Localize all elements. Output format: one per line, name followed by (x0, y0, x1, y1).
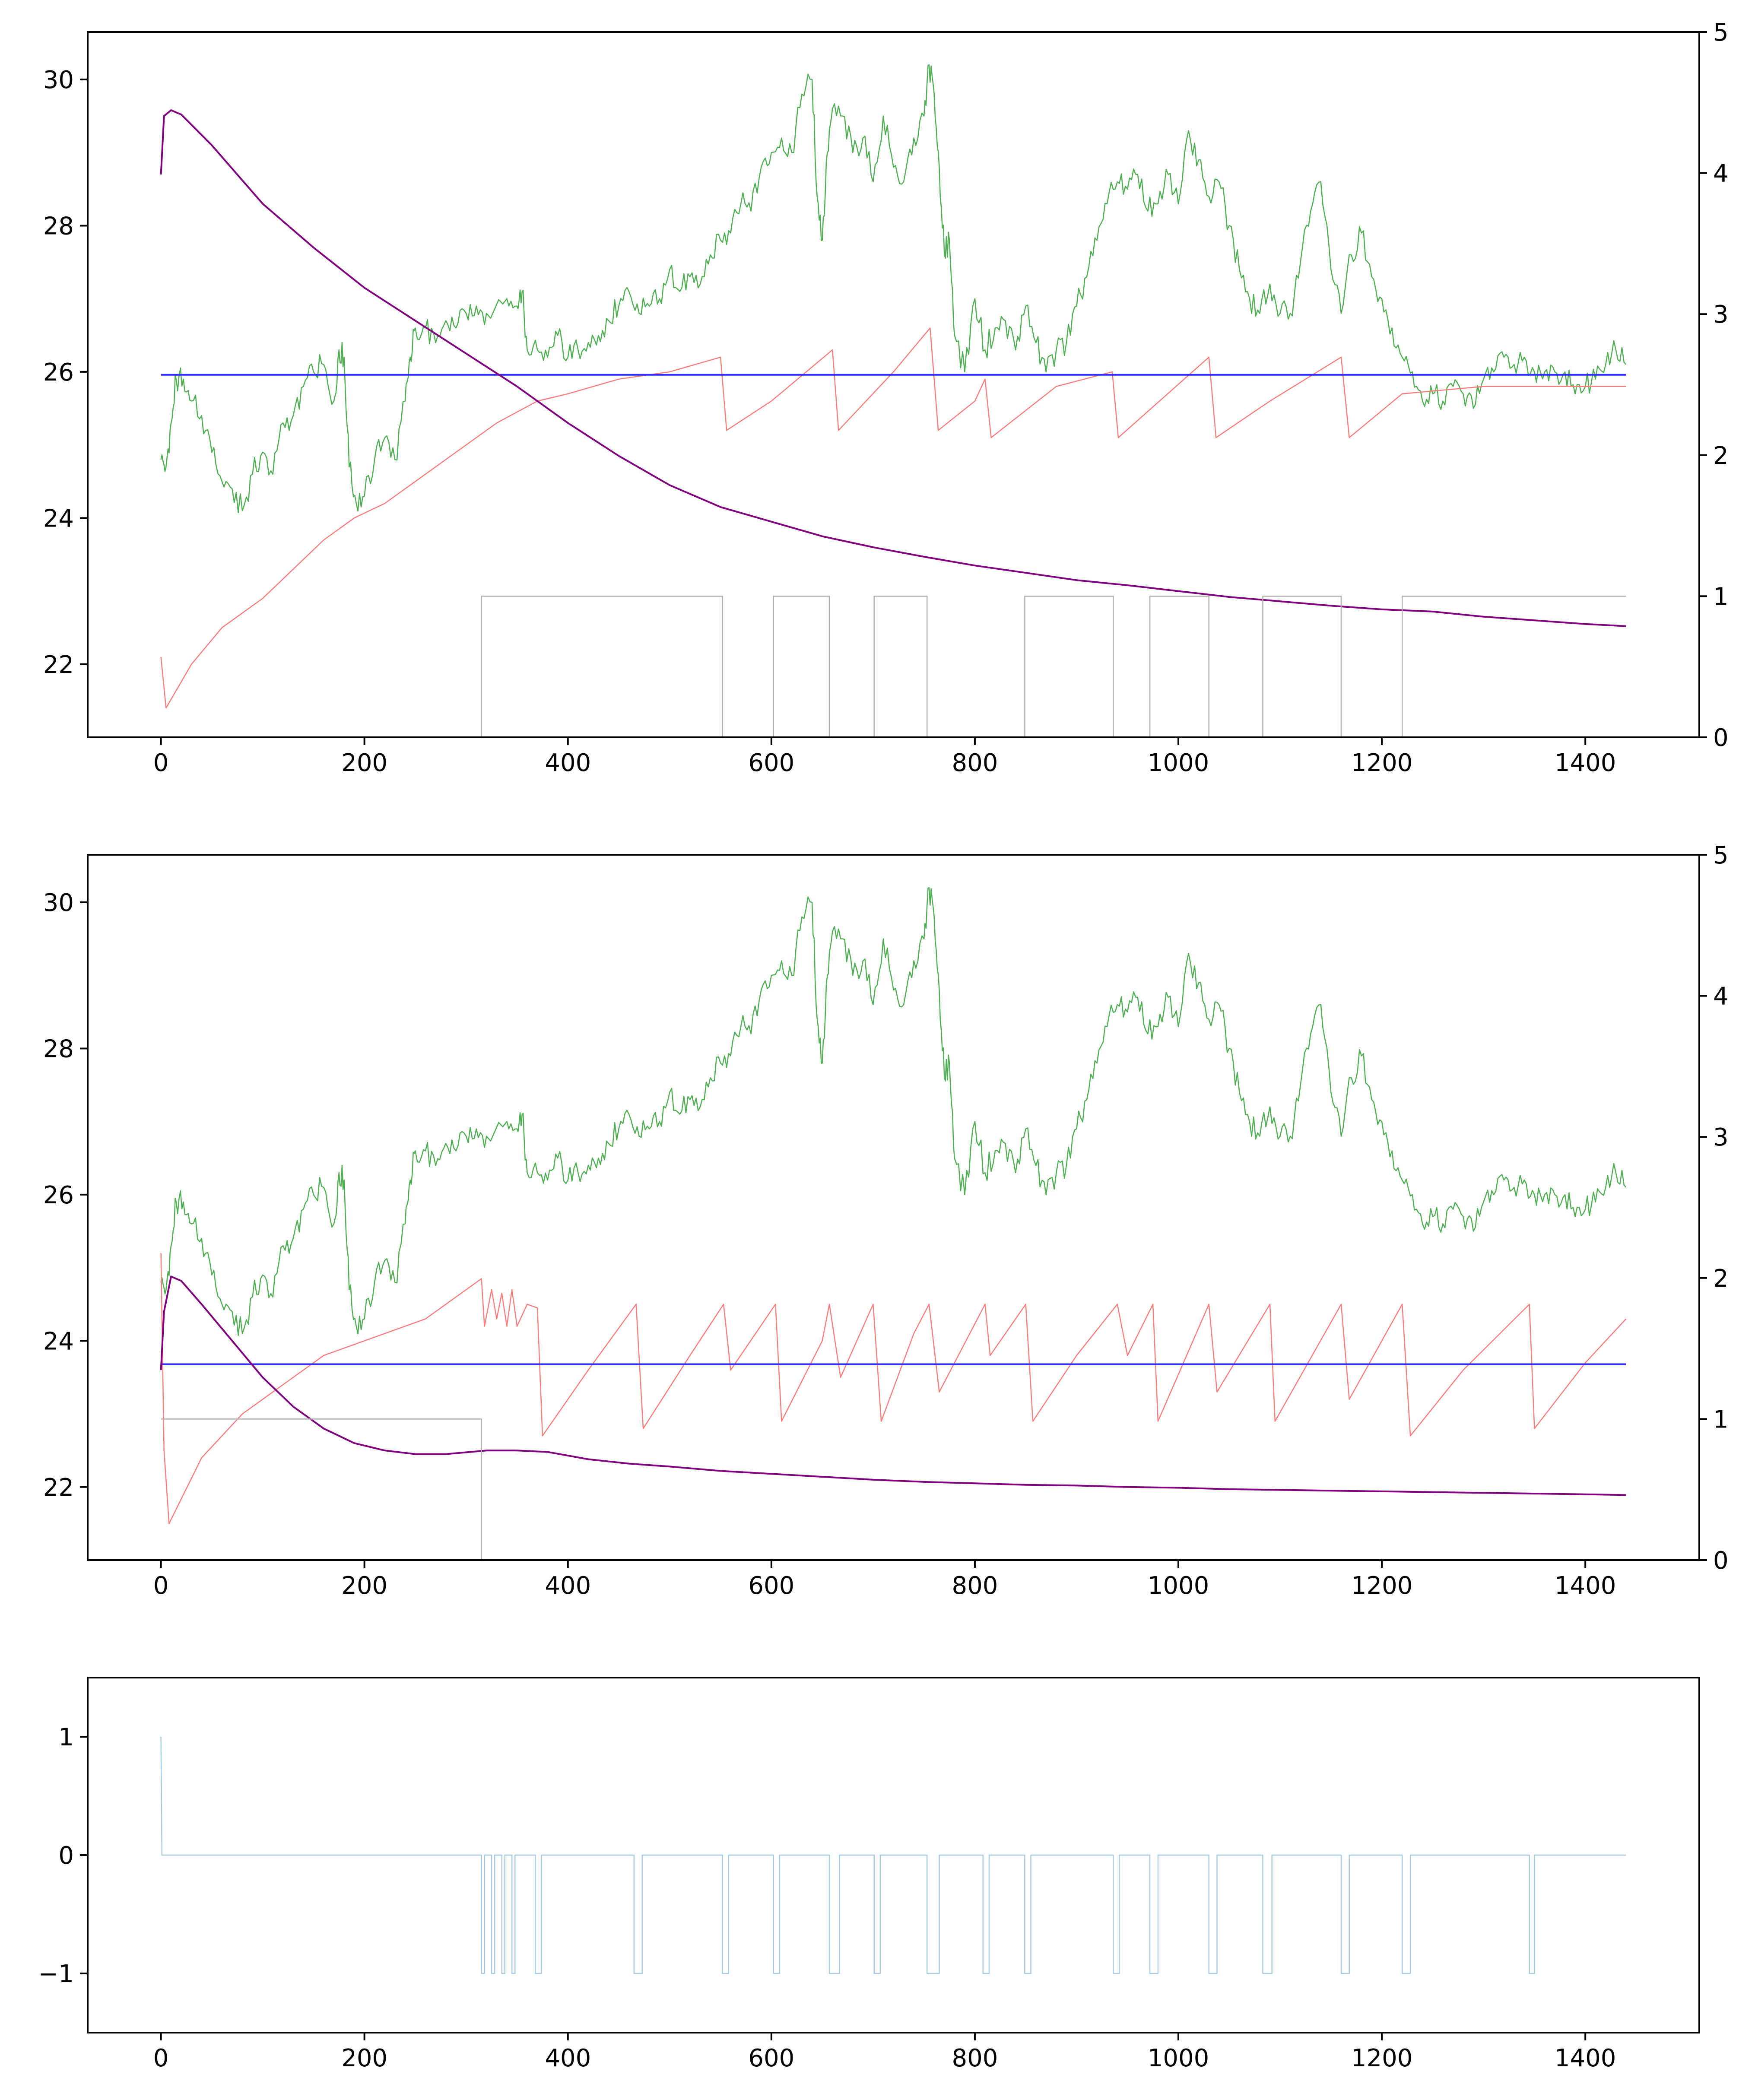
top-panel-series-line-3 (160, 109, 1626, 627)
middle-panel-y-tick-label: 28 (43, 1035, 74, 1063)
top-panel-y-tick-label: 24 (43, 504, 74, 533)
bottom-panel-plot-area (160, 1736, 1626, 1974)
bottom-panel-y-tick-label: −1 (38, 1960, 74, 1988)
bottom-panel-x-tick-label: 800 (952, 2044, 998, 2072)
top-panel-x-tick-label: 1200 (1351, 749, 1413, 777)
top-panel-x-tick-label: 0 (153, 749, 169, 777)
middle-panel-y-tick-label: 22 (43, 1474, 74, 1502)
middle-panel-y-tick-label: 26 (43, 1181, 74, 1209)
top-panel-axes: 0 200 400 600 800 1000 1200 1400 22 24 26 28 30 0 1 2 3 4… (43, 19, 1729, 777)
middle-panel: 0 200 400 600 800 1000 1200 1400 22 24 26 28 30 0 1 2 3 4… (43, 841, 1729, 1600)
top-panel-y2-tick-label: 0 (1713, 724, 1729, 752)
middle-panel-series-line-1 (160, 1253, 1627, 1524)
bottom-panel-x-tick-label: 200 (341, 2044, 387, 2072)
middle-panel-y2-tick-label: 0 (1713, 1547, 1729, 1575)
bottom-panel-x-tick-label: 400 (545, 2044, 591, 2072)
top-panel-y2-tick-label: 5 (1713, 19, 1729, 47)
middle-panel-x-tick-label: 600 (748, 1572, 794, 1600)
bottom-panel-axes: 0 200 400 600 800 1000 1200 1400 −1 0 1 (38, 1723, 1616, 2072)
bottom-panel-x-tick-label: 0 (153, 2044, 169, 2072)
top-panel-y2-tick-label: 4 (1713, 160, 1729, 188)
top-panel-y-tick-label: 22 (43, 651, 74, 679)
top-panel-y-tick-label: 28 (43, 212, 74, 240)
top-panel-series-line-4 (161, 596, 1626, 737)
top-panel-x-tick-label: 1000 (1148, 749, 1209, 777)
middle-panel-y2-tick-label: 3 (1713, 1123, 1729, 1152)
middle-panel-y2-tick-label: 2 (1713, 1265, 1729, 1293)
bottom-panel-x-tick-label: 600 (748, 2044, 794, 2072)
bottom-panel-y-tick-label: 0 (58, 1842, 74, 1870)
middle-panel-x-tick-label: 800 (952, 1572, 998, 1600)
middle-panel-series-line-0 (160, 887, 1627, 1336)
middle-panel-x-tick-label: 200 (341, 1572, 387, 1600)
bottom-panel-x-tick-label: 1400 (1555, 2044, 1616, 2072)
middle-panel-y-tick-label: 30 (43, 889, 74, 917)
bottom-panel-series-line-0 (160, 1736, 1626, 1974)
top-panel-x-tick-label: 200 (341, 749, 387, 777)
top-panel-frame (87, 31, 1700, 738)
bottom-panel-x-tick-label: 1200 (1351, 2044, 1413, 2072)
middle-panel-series-line-4 (161, 1418, 482, 1560)
top-panel-series-line-0 (160, 64, 1627, 514)
top-panel-y2-tick-label: 2 (1713, 442, 1729, 470)
top-panel-x-tick-label: 600 (748, 749, 794, 777)
bottom-panel-x-tick-label: 1000 (1148, 2044, 1209, 2072)
top-panel-plot-area (160, 64, 1627, 737)
middle-panel-x-tick-label: 0 (153, 1572, 169, 1600)
top-panel: 0 200 400 600 800 1000 1200 1400 22 24 26 28 30 0 1 2 3 4… (43, 19, 1729, 777)
middle-panel-x-tick-label: 1400 (1555, 1572, 1616, 1600)
top-panel-y-tick-label: 30 (43, 66, 74, 94)
top-panel-y-tick-label: 26 (43, 358, 74, 387)
middle-panel-y2-tick-label: 4 (1713, 983, 1729, 1011)
middle-panel-x-tick-label: 400 (545, 1572, 591, 1600)
middle-panel-y-tick-label: 24 (43, 1327, 74, 1355)
middle-panel-y2-tick-label: 1 (1713, 1405, 1729, 1434)
top-panel-y2-tick-label: 1 (1713, 583, 1729, 611)
middle-panel-frame (87, 854, 1700, 1561)
middle-panel-x-tick-label: 1000 (1148, 1572, 1209, 1600)
bottom-panel-y-tick-label: 1 (58, 1723, 74, 1751)
middle-panel-y2-tick-label: 5 (1713, 841, 1729, 869)
middle-panel-axes: 0 200 400 600 800 1000 1200 1400 22 24 26 28 30 0 1 2 3 4… (43, 841, 1729, 1600)
top-panel-x-tick-label: 400 (545, 749, 591, 777)
top-panel-x-tick-label: 800 (952, 749, 998, 777)
bottom-panel: 0 200 400 600 800 1000 1200 1400 −1 0 1 (38, 1677, 1700, 2072)
middle-panel-plot-area (160, 887, 1627, 1560)
middle-panel-series-line-3 (160, 1275, 1626, 1496)
middle-panel-x-tick-label: 1200 (1351, 1572, 1413, 1600)
top-panel-y2-tick-label: 3 (1713, 301, 1729, 329)
top-panel-x-tick-label: 1400 (1555, 749, 1616, 777)
